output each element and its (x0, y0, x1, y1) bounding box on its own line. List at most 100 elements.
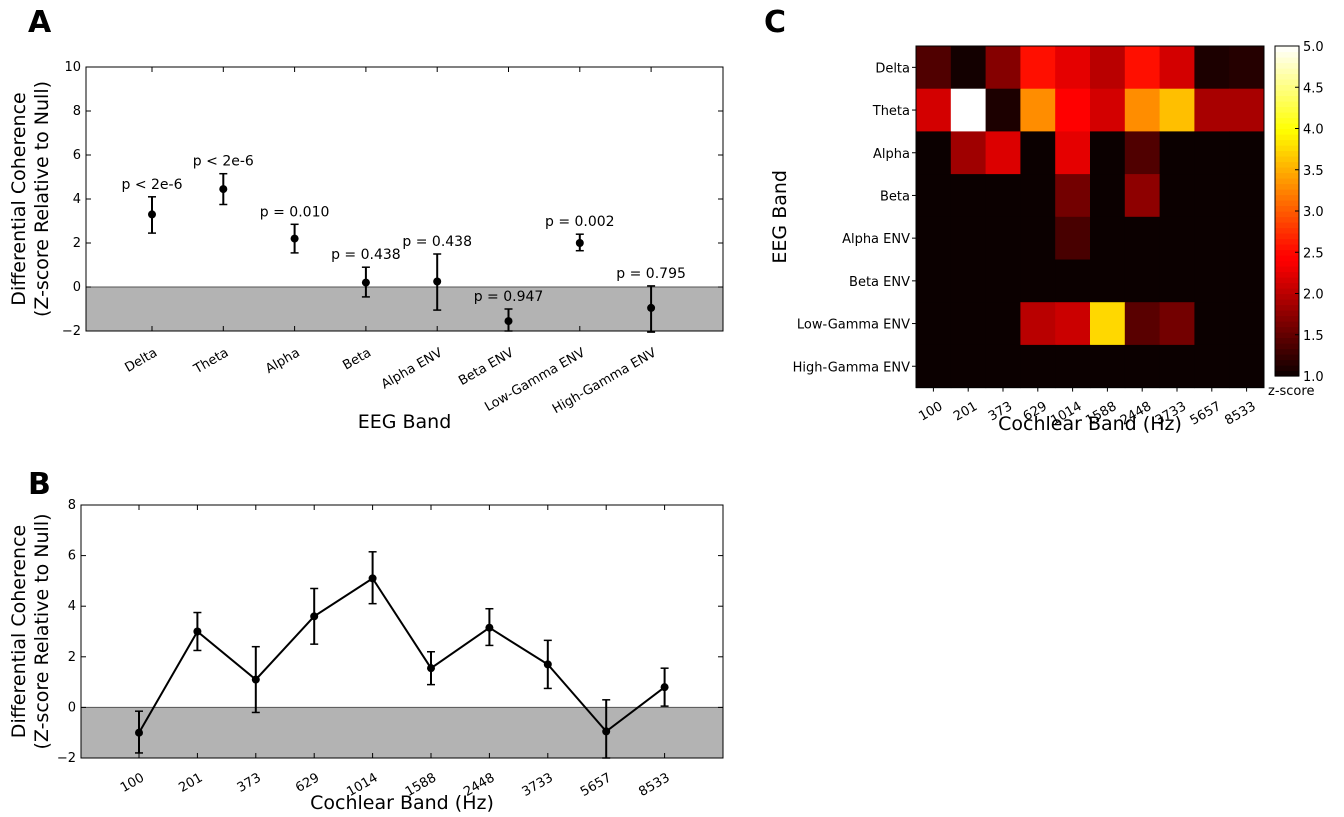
data-point (368, 574, 377, 583)
colorbar-segment (1275, 123, 1299, 130)
x-axis-label: EEG Band (358, 411, 452, 433)
data-point (148, 210, 156, 219)
heatmap-cell (950, 46, 987, 90)
colorbar-segment (1275, 150, 1299, 157)
colorbar-segment (1275, 255, 1299, 262)
p-value-annotation: p = 0.795 (616, 266, 686, 282)
data-point (427, 664, 435, 673)
column-label: 201 (951, 399, 980, 424)
heatmap-cell (1124, 259, 1161, 303)
colorbar-segment (1275, 277, 1299, 284)
colorbar-segment (1275, 183, 1299, 190)
heatmap-cell (1090, 88, 1126, 132)
colorbar-segment (1275, 51, 1299, 58)
heatmap-cell (1020, 259, 1056, 303)
heatmap-cell (1194, 46, 1230, 90)
data-point (660, 683, 669, 692)
heatmap-cell (1055, 302, 1091, 346)
p-value-annotation: p < 2e-6 (122, 177, 183, 193)
colorbar-segment (1275, 343, 1299, 350)
x-tick-label: 201 (176, 770, 205, 795)
heatmap-cell (1159, 344, 1195, 389)
heatmap-cell (1055, 131, 1091, 175)
p-value-annotation: p = 0.002 (545, 214, 615, 230)
heatmap-cell (1124, 302, 1161, 346)
colorbar-segment (1275, 260, 1299, 267)
colorbar-segment (1275, 194, 1299, 201)
heatmap-cell (1159, 302, 1195, 346)
heatmap-cell (1229, 88, 1265, 132)
plot-frame (80, 504, 724, 759)
colorbar-segment (1275, 359, 1299, 366)
heatmap-cell (1124, 46, 1161, 90)
colorbar-segment (1275, 332, 1299, 339)
heatmap-cell (1020, 46, 1056, 90)
heatmap-cell (1159, 174, 1195, 218)
colorbar-segment (1275, 238, 1299, 245)
heatmap-cell (1229, 131, 1265, 175)
heatmap-cell (1055, 259, 1091, 303)
data-point (193, 627, 202, 636)
row-label: Theta (872, 104, 910, 119)
heatmap-cell (1159, 46, 1195, 90)
y-tick-label: 6 (73, 148, 81, 163)
heatmap-cell (950, 88, 987, 132)
heatmap-cell (1229, 302, 1265, 346)
colorbar-segment (1275, 244, 1299, 251)
x-tick-label: 5657 (578, 770, 614, 800)
colorbar-tick-label: 3.5 (1303, 164, 1324, 179)
colorbar-segment (1275, 222, 1299, 229)
colorbar-segment (1275, 299, 1299, 306)
heatmap-cell (1090, 131, 1126, 175)
colorbar-segment (1275, 200, 1299, 207)
data-point (602, 727, 611, 736)
x-tick-label: Delta (122, 345, 160, 375)
heatmap-cell (950, 131, 987, 175)
heatmap-cell (985, 259, 1021, 303)
heatmap-cell (1159, 88, 1195, 132)
heatmap-cell (950, 174, 987, 218)
colorbar-segment (1275, 271, 1299, 278)
colorbar-segment (1275, 348, 1299, 355)
y-tick-label: 8 (68, 498, 76, 513)
colorbar-segment (1275, 282, 1299, 289)
heatmap-cell (1090, 174, 1126, 218)
heatmap-cell (1194, 131, 1230, 175)
heatmap-cell (1194, 174, 1230, 218)
data-point (647, 303, 656, 312)
y-tick-label: 4 (73, 192, 81, 207)
heatmap-cell (1090, 302, 1126, 346)
heatmap-cell (1194, 302, 1230, 346)
colorbar-segment (1275, 106, 1299, 113)
colorbar-segment (1275, 156, 1299, 163)
colorbar-segment (1275, 211, 1299, 218)
heatmap-cell (1020, 174, 1056, 218)
panel-letter-a: A (28, 5, 52, 40)
heatmap-cell (950, 259, 987, 303)
heatmap-cell (1020, 302, 1056, 346)
data-point (504, 317, 513, 326)
heatmap-cell (916, 46, 952, 90)
data-point (251, 675, 260, 684)
colorbar-segment (1275, 249, 1299, 256)
colorbar-segment (1275, 370, 1299, 377)
heatmap-cell (1124, 88, 1161, 132)
y-tick-label: 0 (68, 700, 76, 715)
colorbar-segment (1275, 145, 1299, 152)
data-point (219, 185, 228, 194)
heatmap-cell (1020, 344, 1056, 389)
x-axis-label: Cochlear Band (Hz) (998, 413, 1182, 435)
heatmap-cell (1229, 174, 1265, 218)
heatmap-cell (1194, 259, 1230, 303)
colorbar-segment (1275, 84, 1299, 91)
heatmap-cell (1124, 344, 1161, 389)
colorbar-segment (1275, 337, 1299, 344)
x-tick-label: Alpha ENV (379, 345, 445, 392)
y-tick-label: 2 (73, 236, 81, 251)
series-line (138, 576, 666, 734)
heatmap-cell (1124, 174, 1161, 218)
colorbar-segment (1275, 90, 1299, 97)
colorbar-tick-label: 1.0 (1303, 370, 1324, 385)
